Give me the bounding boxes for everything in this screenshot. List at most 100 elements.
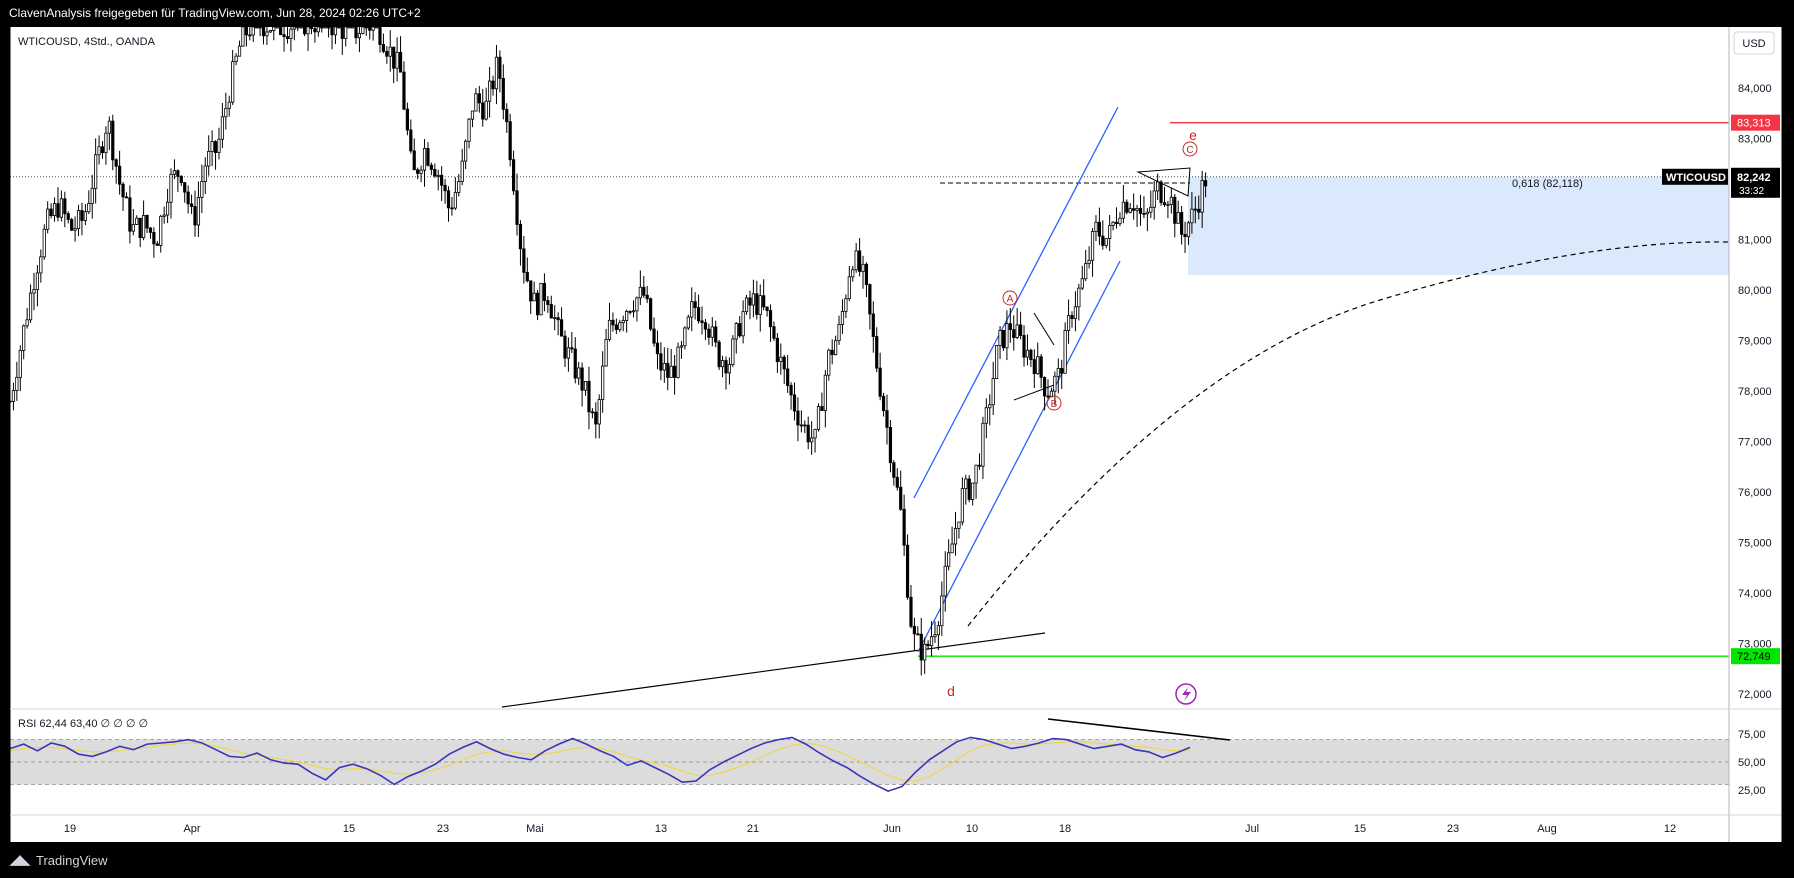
currency-label: USD bbox=[1742, 38, 1765, 50]
candle-body bbox=[460, 160, 464, 182]
candle-body bbox=[347, 26, 351, 29]
candle-body bbox=[350, 26, 355, 29]
candle-body bbox=[772, 326, 776, 339]
wave-label-a[interactable]: A bbox=[1002, 290, 1018, 306]
candle-body bbox=[1019, 324, 1023, 336]
candle-body bbox=[573, 348, 577, 379]
candle-body bbox=[1042, 377, 1047, 397]
candle-body bbox=[145, 215, 149, 229]
candle-body bbox=[488, 80, 492, 102]
b-wave-wedge[interactable] bbox=[1013, 312, 1055, 401]
candle-body bbox=[511, 159, 516, 192]
candle-body bbox=[1094, 221, 1098, 232]
wave-label-d[interactable]: d bbox=[947, 683, 955, 699]
candle-body bbox=[724, 360, 728, 374]
candle-body bbox=[686, 316, 690, 329]
y-tick-label: 79,000 bbox=[1738, 336, 1772, 348]
candle-body bbox=[152, 232, 156, 245]
candle-body bbox=[18, 349, 22, 378]
candle-body bbox=[1008, 323, 1012, 331]
candle-body bbox=[63, 198, 67, 215]
candle-body bbox=[333, 26, 338, 36]
candle-body bbox=[162, 214, 166, 217]
rsi-panel bbox=[9, 718, 1729, 792]
wave-label-b[interactable]: B bbox=[1046, 395, 1062, 411]
y-tick-label: 75,000 bbox=[1738, 538, 1772, 550]
x-tick-label: Apr bbox=[183, 823, 200, 835]
x-tick-label: 12 bbox=[1664, 823, 1676, 835]
candle-body bbox=[734, 323, 738, 340]
current-price-badge-bg bbox=[1731, 167, 1780, 198]
candle-body bbox=[909, 596, 913, 627]
candle-body bbox=[940, 595, 944, 627]
candle-body bbox=[426, 147, 430, 166]
candle-body bbox=[1015, 324, 1019, 338]
candle-body bbox=[902, 508, 906, 546]
candle-body bbox=[104, 132, 108, 154]
candle-body bbox=[799, 424, 803, 427]
candle-body bbox=[368, 27, 372, 31]
candle-body bbox=[237, 45, 242, 57]
candle-body bbox=[118, 165, 122, 185]
y-tick-label: 76,000 bbox=[1738, 487, 1772, 499]
candle-body bbox=[46, 208, 50, 230]
candle-body bbox=[549, 304, 553, 319]
candle-body bbox=[731, 338, 735, 365]
triangle-pattern[interactable] bbox=[1136, 167, 1191, 197]
candle-body bbox=[529, 280, 533, 302]
candle-body bbox=[847, 276, 851, 300]
candle-body bbox=[851, 269, 855, 278]
candle-body bbox=[844, 298, 848, 312]
x-tick-label: 23 bbox=[1447, 823, 1459, 835]
wave-label-e[interactable]: e bbox=[1189, 127, 1197, 143]
candle-body bbox=[1111, 221, 1115, 226]
candle-body bbox=[429, 164, 433, 170]
candle-body bbox=[1001, 329, 1006, 349]
candle-body bbox=[583, 380, 588, 391]
candle-body bbox=[748, 297, 752, 306]
candle-body bbox=[268, 30, 272, 33]
countdown-text: 33:32 bbox=[1739, 186, 1764, 197]
candle-body bbox=[933, 634, 937, 638]
price-chart[interactable]: A B Ce d 0,618 (82,118) WTICOUSD, 4Std., OAN… bbox=[0, 0, 1794, 842]
lower-trendline[interactable] bbox=[501, 632, 1046, 708]
candle-body bbox=[1166, 204, 1170, 206]
candle-body bbox=[155, 243, 159, 246]
channel-lower-line[interactable] bbox=[917, 260, 1121, 653]
candle-body bbox=[840, 310, 845, 325]
candle-body bbox=[501, 78, 505, 110]
candle-body bbox=[556, 317, 560, 321]
candle-body bbox=[820, 406, 824, 411]
candle-body bbox=[419, 169, 423, 174]
candle-body bbox=[929, 636, 934, 647]
candle-body bbox=[947, 552, 951, 567]
candle-body bbox=[631, 310, 636, 313]
projection-curve[interactable] bbox=[967, 241, 1730, 627]
x-tick-label: Jul bbox=[1245, 823, 1259, 835]
wave-label-b-text: B bbox=[1051, 399, 1058, 410]
candle-body bbox=[690, 301, 694, 318]
candle-body bbox=[498, 56, 502, 79]
lightning-icon[interactable] bbox=[1175, 683, 1197, 705]
wave-label-b-circle bbox=[1046, 395, 1062, 411]
candle-body bbox=[398, 51, 403, 73]
candle-body bbox=[392, 46, 396, 69]
candle-body bbox=[388, 46, 392, 57]
wave-label-c[interactable]: C bbox=[1182, 141, 1198, 157]
y-tick-label: 74,000 bbox=[1738, 588, 1772, 600]
candle-body bbox=[402, 71, 406, 110]
candle-body bbox=[559, 319, 564, 337]
candle-body bbox=[1118, 217, 1122, 225]
candle-body bbox=[744, 297, 749, 313]
rsi-divergence-line[interactable] bbox=[1047, 718, 1231, 741]
candle-body bbox=[374, 26, 379, 29]
candle-body bbox=[762, 295, 766, 308]
candle-body bbox=[73, 228, 77, 231]
candle-body bbox=[988, 404, 992, 409]
currency-button[interactable] bbox=[1733, 31, 1775, 55]
candle-body bbox=[279, 26, 283, 36]
candle-body bbox=[755, 293, 759, 315]
candle-body bbox=[169, 173, 173, 203]
candle-body bbox=[662, 362, 666, 371]
candle-body bbox=[1197, 208, 1201, 213]
